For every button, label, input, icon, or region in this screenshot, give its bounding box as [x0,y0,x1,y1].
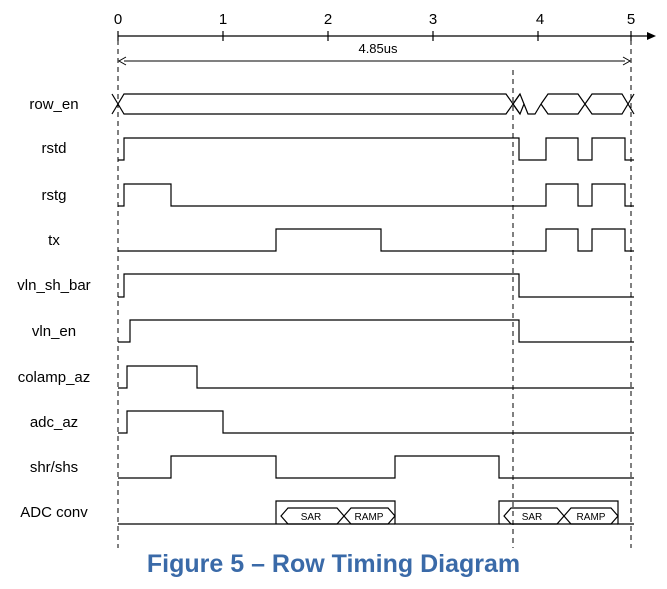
vln-en-waveform [118,319,634,343]
signal-label-shr-shs: shr/shs [30,459,78,476]
tick-label: 4 [536,11,544,28]
tick-label: 5 [627,11,635,28]
signal-label-tx: tx [48,232,60,249]
duration-arrow: 4.85us [117,41,632,66]
row-en-waveform [111,92,635,116]
time-axis: 0 1 2 3 4 5 [114,11,656,41]
shr-shs-waveform [118,455,634,479]
colamp-az-waveform [118,365,634,389]
tick-label: 2 [324,11,332,28]
adc-ramp-label: RAMP [577,512,606,523]
signal-label-vln-en: vln_en [32,323,76,340]
adc-az-waveform [118,410,634,434]
rstd-waveform [118,137,634,161]
adc-sar-label: SAR [522,512,543,523]
adc-ramp-label: RAMP [355,512,384,523]
figure-caption: Figure 5 – Row Timing Diagram [146,550,521,578]
tick-label: 0 [114,11,122,28]
adc-conv-waveform: SAR RAMP SAR RAMP [118,500,634,525]
adc-ramp-segment [563,507,619,525]
rstg-waveform [118,183,634,207]
signal-label-adc-conv: ADC conv [20,504,88,521]
adc-sar-label: SAR [301,512,322,523]
vln-sh-bar-waveform [118,273,634,298]
signal-label-row-en: row_en [29,96,78,113]
signal-label-adc-az: adc_az [30,414,78,431]
tx-waveform [118,228,634,252]
signal-label-colamp-az: colamp_az [18,369,91,386]
signal-label-vln-sh-bar: vln_sh_bar [17,277,90,294]
signal-labels: row_en rstd rstg tx vln_sh_bar vln_en co… [17,96,90,521]
tick-label: 3 [429,11,437,28]
signal-label-rstd: rstd [41,140,66,157]
duration-label: 4.85us [358,41,398,56]
adc-ramp-segment [343,507,396,525]
signal-label-rstg: rstg [41,187,66,204]
tick-label: 1 [219,11,227,28]
